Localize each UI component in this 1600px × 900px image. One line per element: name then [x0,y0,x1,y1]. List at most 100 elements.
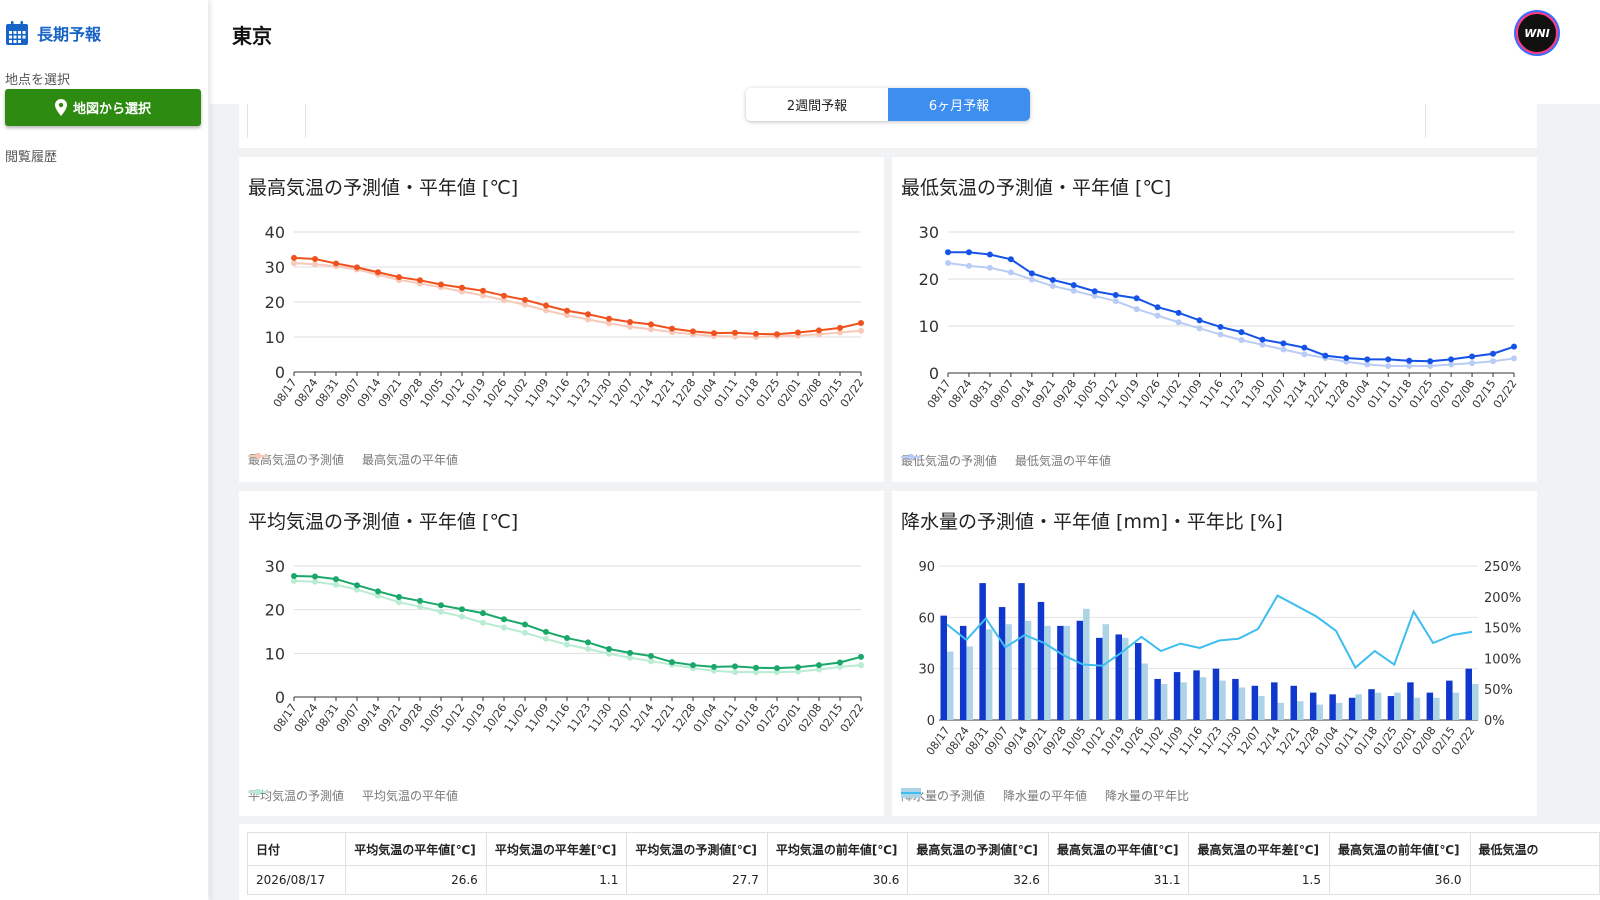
bar [1154,678,1161,720]
data-point [795,668,801,675]
bar [1407,682,1414,720]
forecast-table: 日付 平均気温の平年値[℃] 平均気温の平年差[℃] 平均気温の予測値[℃] 平… [246,832,1600,895]
bar [1160,684,1168,720]
data-point [1469,353,1476,360]
data-point [480,287,486,294]
data-point [1259,341,1266,348]
data-point [1469,360,1476,367]
data-point [774,665,780,672]
bar [1251,685,1259,720]
bar [1141,663,1148,720]
legend-item[interactable]: 最低気温の平年値 [901,452,1111,469]
data-point [1364,356,1371,363]
data-point [1133,295,1140,302]
table-header-row: 日付 平均気温の平年値[℃] 平均気温の平年差[℃] 平均気温の予測値[℃] 平… [246,832,1600,866]
data-point [480,619,486,626]
table-row: 2026/08/17 26.6 1.1 27.7 30.6 32.6 31.1 … [246,865,1600,895]
data-point [732,329,738,336]
column-header[interactable]: 日付 [246,832,347,866]
data-point [816,662,822,669]
tab-6month[interactable]: 6ヶ月予報 [888,88,1030,121]
data-point [459,284,465,291]
bar [1212,668,1220,720]
bar [1232,678,1239,720]
legend-marker-icon [248,789,268,795]
data-point [1490,350,1497,357]
y-tick-label: 90 [918,560,935,575]
legend-marker-icon [901,454,921,460]
column-header[interactable]: 平均気温の平年差[℃] [485,832,628,866]
data-point [585,316,591,323]
data-point [396,599,402,606]
data-point [501,292,507,299]
max-temp-chart: 01020304008/1708/2408/3109/0709/1409/210… [265,223,867,410]
data-point [375,592,381,599]
column-header[interactable]: 最高気温の予測値[℃] [907,832,1049,866]
data-point [333,576,339,583]
data-point [690,328,696,335]
data-point [543,307,549,314]
data-point [585,311,591,318]
data-point [1154,312,1161,319]
data-point [648,652,654,659]
table-cell: 36.0 [1329,865,1471,895]
select-location-label: 地点を選択 [5,73,71,88]
bar [1297,701,1304,720]
data-point [1049,283,1056,290]
legend-marker-icon [901,792,921,794]
tab-2week[interactable]: 2週間予報 [746,88,888,121]
table-cell: 30.6 [766,865,909,895]
column-header[interactable]: 平均気温の予測値[℃] [626,832,768,866]
column-header[interactable]: 最高気温の前年値[℃] [1329,832,1471,866]
y2-tick-label: 200% [1484,591,1521,606]
page-title: 東京 [232,24,272,48]
data-point [312,255,318,262]
data-point [606,650,612,657]
chart-legend: 最高気温の予測値 最高気温の平年値 [248,451,458,468]
data-point [1070,282,1077,289]
y-tick-label: 30 [265,557,285,576]
precip-chart: 03060900%50%100%150%200%250%08/1708/2408… [918,560,1521,758]
bar [1387,696,1395,720]
column-header[interactable]: 最高気温の平年値[℃] [1047,832,1190,866]
legend-label: 平均気温の予測値 [248,789,345,803]
column-header[interactable]: 平均気温の平年値[℃] [345,832,487,866]
data-point [459,613,465,620]
y2-tick-label: 0% [1484,714,1505,729]
data-point [1196,317,1203,324]
bar [1219,680,1226,720]
column-header[interactable]: 最低気温の [1469,832,1600,866]
select-from-map-button[interactable]: 地図から選択 [5,89,201,126]
data-point [1028,270,1035,277]
legend-item[interactable]: 降水量の平年比 [901,787,1189,804]
max-temp-card: 最高気温の予測値・平年値 [℃] 0 10 20 30 40 08/17 08/24 08/3… [239,157,884,482]
history-label[interactable]: 閲覧履歴 [5,150,58,165]
forecast-tabs: 2週間予報 6ヶ月予報 [746,88,1030,121]
column-header[interactable]: 平均気温の前年値[℃] [766,832,909,866]
data-point [522,301,528,308]
legend-item[interactable]: 平均気温の平年値 [248,787,458,804]
legend-item[interactable]: 降水量の平年値 [901,787,1087,804]
sidebar-brand[interactable]: 長期予報 [5,20,101,46]
data-point [669,325,675,332]
data-point [312,261,318,268]
bar [1115,634,1122,720]
data-point [480,292,486,299]
bar [947,651,954,720]
table-cell [1469,865,1600,895]
data-point [753,330,759,337]
data-point [333,581,339,588]
column-header[interactable]: 最高気温の平年差[℃] [1188,832,1330,866]
y-tick-label: 30 [265,258,285,277]
data-point [1091,292,1098,299]
data-point [564,635,570,642]
data-point [522,296,528,303]
data-point [396,594,402,601]
legend-item[interactable]: 最高気温の平年値 [248,451,458,468]
data-point [648,326,654,333]
data-point [837,663,843,670]
avatar[interactable]: WNI [1516,12,1558,54]
bar [1374,692,1382,720]
bar [1452,692,1460,720]
data-point [627,318,633,325]
